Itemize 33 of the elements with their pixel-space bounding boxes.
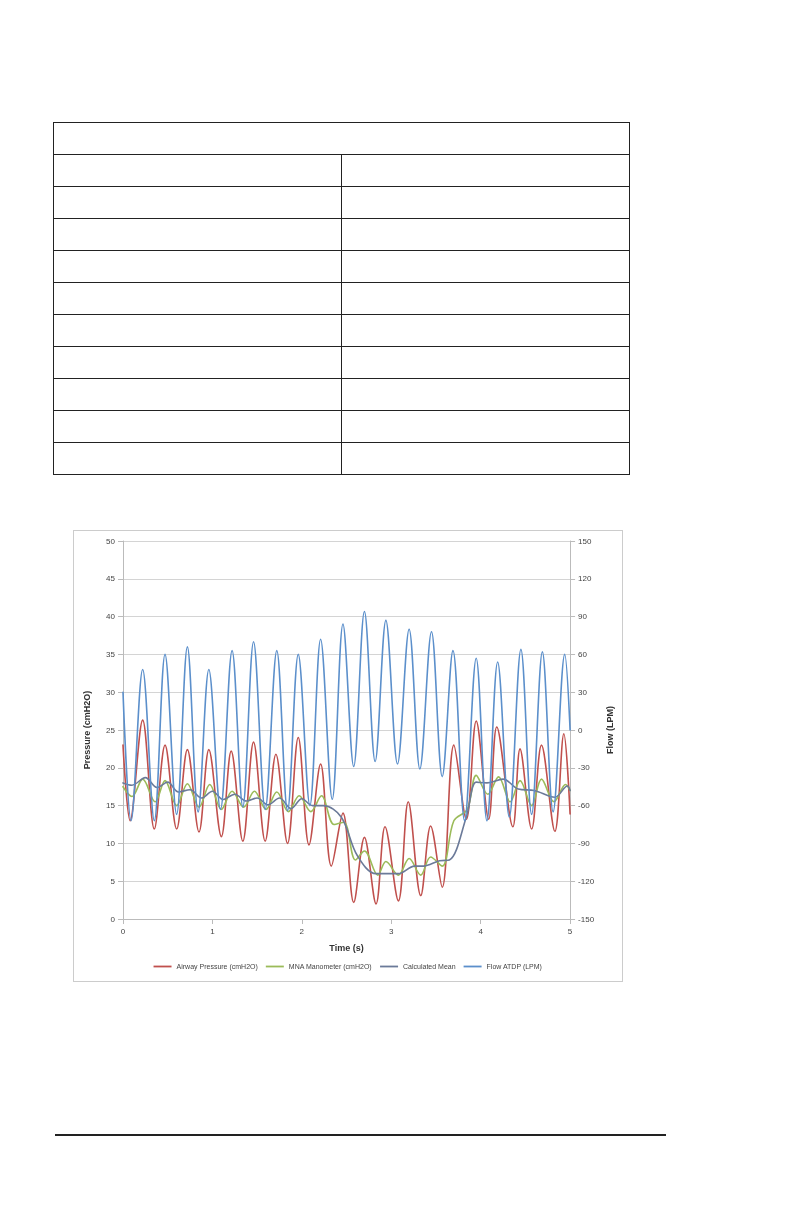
y2-tick-label: 30 (578, 687, 588, 697)
y2-tick-label: -90 (578, 838, 591, 848)
y-tick-label: 45 (106, 574, 116, 584)
y2-axis-title: Flow (LPM) (604, 706, 615, 754)
y-tick-label: 35 (106, 649, 116, 659)
y2-tick-label: 150 (578, 536, 592, 546)
x-axis-title: Time (s) (329, 942, 364, 953)
y-tick-label: 0 (110, 914, 116, 924)
y-tick-label: 5 (110, 876, 116, 886)
x-tick-label: 1 (210, 926, 216, 936)
y-tick-label: 25 (106, 725, 116, 735)
y2-tick-label: -120 (578, 876, 595, 886)
y-tick-label: 10 (106, 838, 116, 848)
y2-tick-label: -60 (578, 801, 591, 811)
y-tick-label: 40 (106, 612, 116, 622)
y2-tick-label: 60 (578, 649, 588, 659)
y-tick-label: 30 (106, 687, 116, 697)
y2-tick-label: 120 (578, 574, 592, 584)
x-tick-label: 3 (389, 926, 395, 936)
y2-tick-label: -30 (578, 763, 591, 773)
x-tick-label: 2 (299, 926, 305, 936)
y-axis-title: Pressure (cmH2O) (81, 690, 92, 770)
y2-tick-label: 90 (578, 612, 588, 622)
y-tick-label: 15 (106, 801, 116, 811)
x-tick-label: 4 (478, 926, 484, 936)
x-tick-label: 5 (567, 926, 573, 936)
y-tick-label: 50 (106, 536, 116, 546)
y2-tick-label: 0 (578, 725, 584, 735)
y-tick-label: 20 (106, 763, 116, 773)
x-tick-label: 0 (120, 926, 126, 936)
line-series (122, 719, 571, 905)
line-series (122, 610, 571, 822)
y2-tick-label: -150 (578, 914, 595, 924)
